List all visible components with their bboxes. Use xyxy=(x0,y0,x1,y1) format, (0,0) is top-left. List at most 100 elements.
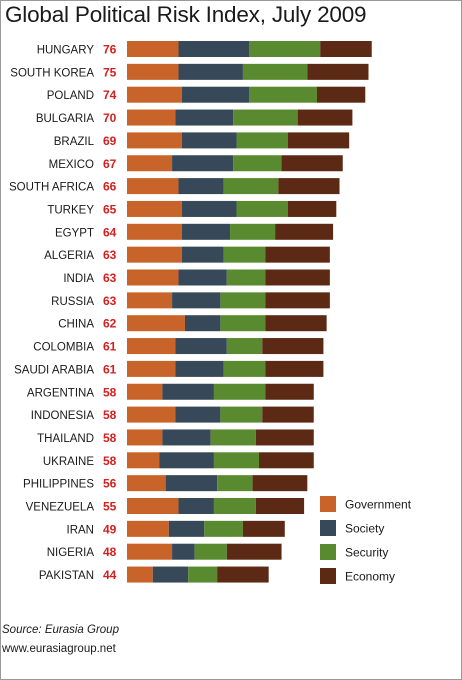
bar-segment-security-south-africa xyxy=(223,178,279,195)
bar-segment-society-turkey xyxy=(181,200,237,217)
country-label-bulgaria: BULGARIA xyxy=(36,113,94,125)
bar-segment-society-philippines xyxy=(165,475,218,492)
bar-segment-government-pakistan xyxy=(127,566,153,583)
country-label-colombia: COLOMBIA xyxy=(33,342,94,354)
bar-segment-security-argentina xyxy=(213,383,266,400)
bar-segment-government-colombia xyxy=(127,338,176,355)
bar-segment-economy-colombia xyxy=(262,338,324,355)
total-score-brazil: 69 xyxy=(103,134,117,148)
bar-segment-economy-pakistan xyxy=(217,566,269,583)
legend-swatch-security xyxy=(320,544,336,560)
bar-segment-society-poland xyxy=(181,86,250,103)
total-score-indonesia: 58 xyxy=(103,408,117,422)
bar-segment-government-indonesia xyxy=(127,406,176,423)
country-label-indonesia: INDONESIA xyxy=(31,410,95,422)
bar-segment-security-algeria xyxy=(223,246,266,263)
total-score-philippines: 56 xyxy=(103,477,117,491)
bar-segment-economy-indonesia xyxy=(262,406,314,423)
bar-segment-economy-argentina xyxy=(265,383,314,400)
bar-segment-government-argentina xyxy=(127,383,163,400)
bar-segment-security-brazil xyxy=(236,132,288,149)
total-score-saudi-arabia: 61 xyxy=(103,362,117,376)
country-label-poland: POLAND xyxy=(47,90,94,102)
country-label-mexico: MEXICO xyxy=(49,159,94,171)
total-score-venezuela: 55 xyxy=(103,500,117,514)
total-score-china: 62 xyxy=(103,317,117,331)
country-label-hungary: HUNGARY xyxy=(37,45,95,57)
bar-segment-government-egypt xyxy=(127,223,182,240)
total-score-iran: 49 xyxy=(103,522,117,536)
total-score-ukraine: 58 xyxy=(103,454,117,468)
total-score-turkey: 65 xyxy=(103,202,117,216)
bar-segment-economy-turkey xyxy=(288,200,337,217)
bar-segment-security-china xyxy=(220,315,266,332)
bar-segment-security-philippines xyxy=(217,475,253,492)
total-score-colombia: 61 xyxy=(103,340,117,354)
bar-segment-government-poland xyxy=(127,86,182,103)
bar-segment-society-thailand xyxy=(162,429,211,446)
bar-segment-government-nigeria xyxy=(127,543,173,560)
country-label-south-korea: SOUTH KOREA xyxy=(10,67,94,79)
bar-segment-security-colombia xyxy=(226,338,263,355)
bar-segment-economy-egypt xyxy=(275,223,334,240)
country-label-nigeria: NIGERIA xyxy=(47,547,95,559)
bar-segment-security-russia xyxy=(220,292,266,309)
total-score-algeria: 63 xyxy=(103,248,117,262)
bar-segment-economy-venezuela xyxy=(255,498,305,514)
bar-segment-economy-south-africa xyxy=(278,178,340,195)
country-label-thailand: THAILAND xyxy=(37,433,94,445)
legend-label-government: Government xyxy=(345,498,412,512)
bar-segment-government-bulgaria xyxy=(127,109,176,126)
total-score-russia: 63 xyxy=(103,294,117,308)
bar-segment-government-russia xyxy=(127,292,173,309)
bar-segment-society-indonesia xyxy=(175,406,221,423)
bar-segment-society-china xyxy=(184,315,221,332)
legend-label-society: Society xyxy=(345,522,384,536)
bar-segment-society-nigeria xyxy=(172,543,195,560)
legend-label-security: Security xyxy=(345,546,388,560)
bar-segment-society-algeria xyxy=(181,246,224,263)
country-label-philippines: PHILIPPINES xyxy=(23,479,94,491)
country-label-pakistan: PAKISTAN xyxy=(39,570,94,582)
bar-segment-society-iran xyxy=(168,520,205,537)
bar-segment-economy-algeria xyxy=(265,246,330,263)
bar-segment-society-saudi-arabia xyxy=(175,360,224,377)
bar-segment-government-ukraine xyxy=(127,452,160,469)
bar-segment-government-turkey xyxy=(127,200,182,217)
country-label-venezuela: VENEZUELA xyxy=(26,502,95,514)
bar-segment-government-iran xyxy=(127,520,169,537)
bar-segment-society-india xyxy=(178,269,227,286)
source-url: www.eurasiagroup.net xyxy=(2,643,116,655)
bar-segment-security-egypt xyxy=(230,223,276,240)
bar-segment-government-thailand xyxy=(127,429,163,446)
bar-segment-society-mexico xyxy=(172,155,234,172)
bar-segment-society-ukraine xyxy=(159,452,214,469)
total-score-poland: 74 xyxy=(103,88,117,102)
chart-title: Global Political Risk Index, July 2009 xyxy=(5,2,367,27)
bar-segment-security-india xyxy=(226,269,266,286)
total-score-mexico: 67 xyxy=(103,157,117,171)
bar-segment-security-saudi-arabia xyxy=(223,360,266,377)
bar-segment-society-venezuela xyxy=(178,498,214,514)
bar-segment-government-south-korea xyxy=(127,63,179,80)
bar-segment-economy-saudi-arabia xyxy=(265,360,324,377)
bar-segment-government-mexico xyxy=(127,155,173,172)
bar-segment-security-pakistan xyxy=(188,566,218,583)
bar-segment-society-south-africa xyxy=(178,178,224,195)
country-label-argentina: ARGENTINA xyxy=(27,387,94,399)
bar-segment-economy-russia xyxy=(265,292,330,309)
bar-segment-society-bulgaria xyxy=(175,109,234,126)
total-score-thailand: 58 xyxy=(103,431,117,445)
bar-segment-economy-iran xyxy=(242,520,285,537)
bar-segment-security-south-korea xyxy=(242,63,308,80)
bar-segment-economy-china xyxy=(265,315,327,332)
country-label-china: CHINA xyxy=(58,319,94,331)
total-score-india: 63 xyxy=(103,271,117,285)
bar-segment-security-mexico xyxy=(233,155,282,172)
bar-segment-economy-thailand xyxy=(255,429,314,446)
bar-segment-economy-india xyxy=(265,269,330,286)
country-label-ukraine: UKRAINE xyxy=(43,456,94,468)
bar-segment-economy-ukraine xyxy=(259,452,314,469)
bar-segment-government-china xyxy=(127,315,185,332)
country-label-south-africa: SOUTH AFRICA xyxy=(9,182,94,194)
